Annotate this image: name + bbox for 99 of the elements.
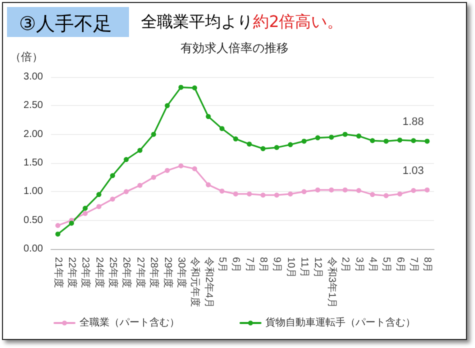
point [246, 142, 252, 147]
point [219, 188, 224, 194]
point [246, 191, 252, 196]
x-tick-label: 22年度 [66, 257, 78, 288]
point [260, 146, 266, 152]
point [137, 148, 142, 153]
x-tick-label: 27年度 [134, 257, 146, 288]
point [328, 134, 334, 140]
point [82, 206, 88, 211]
x-tick-label: 令和元年度 [189, 257, 202, 307]
point [82, 210, 88, 216]
x-tick-label: 7月 [244, 257, 255, 273]
point [328, 187, 334, 192]
x-tick-label: 12月 [312, 257, 324, 278]
point [288, 191, 293, 196]
point [206, 182, 211, 188]
point [384, 193, 389, 198]
point [151, 174, 156, 180]
point [233, 191, 238, 196]
y-tick-label: 2.50 [24, 100, 44, 112]
point [55, 222, 60, 228]
x-tick-label: 令和2年4月 [202, 257, 215, 308]
point [302, 138, 307, 144]
point [410, 138, 416, 144]
x-tick-label: 10月 [284, 257, 296, 278]
point [124, 189, 129, 194]
x-tick-label: 11月 [298, 257, 310, 278]
point [356, 188, 362, 194]
x-tick-label: 6月 [230, 257, 242, 273]
point [178, 84, 184, 90]
point [302, 189, 307, 194]
point [164, 103, 170, 108]
y-tick-label: 0.00 [24, 244, 44, 254]
point [151, 132, 156, 137]
text: ③人手不足 [7, 7, 129, 37]
y-tick-label: 0.50 [24, 214, 44, 226]
point [410, 188, 416, 194]
x-tick-label: 8月 [258, 257, 269, 273]
x-tick-label: 5月 [380, 257, 392, 273]
x-tick-label: 6月 [394, 257, 406, 273]
point [137, 182, 142, 188]
point [124, 157, 129, 162]
point [192, 166, 198, 172]
point [342, 132, 348, 137]
point [370, 192, 375, 198]
point [206, 114, 211, 120]
x-tick-label: 3月 [353, 257, 364, 273]
point [397, 191, 402, 196]
point [192, 85, 198, 90]
point [288, 142, 293, 148]
point [356, 134, 362, 139]
point [315, 187, 320, 192]
point [274, 192, 280, 198]
x-tick-label: 26年度 [120, 257, 133, 288]
point [178, 163, 184, 168]
y-tick-label: 1.50 [24, 158, 44, 168]
point [342, 187, 348, 192]
x-tick-label: 21年度 [52, 257, 64, 288]
point [424, 187, 430, 192]
x-tick-label: 24年度 [93, 257, 106, 288]
x-tick-label: 令和3年1月 [326, 257, 338, 308]
point [274, 145, 280, 150]
x-tick-label: 28年度 [148, 257, 160, 288]
point [110, 173, 116, 178]
point [233, 136, 238, 142]
x-tick-label: 23年度 [80, 257, 92, 288]
y-tick-label: 3.00 [24, 72, 44, 82]
point [315, 135, 320, 140]
x-tick-label: 8月 [422, 257, 433, 273]
chart-title: 有効求人倍率の推移 [180, 41, 288, 55]
data-label: 1.03 [402, 164, 424, 177]
point [260, 192, 266, 198]
point [110, 196, 116, 202]
x-tick-label: 2月 [340, 257, 351, 273]
data-label: 1.88 [402, 116, 424, 128]
point [384, 138, 389, 144]
y-tick-label: 2.00 [24, 128, 44, 140]
x-tick-label: 5月 [216, 257, 228, 273]
text: 全職業平均より [141, 12, 253, 32]
x-tick-label: 9月 [271, 257, 282, 273]
point [164, 168, 170, 173]
point [96, 204, 102, 210]
text: 約2倍高い。 [253, 12, 344, 32]
point [55, 232, 60, 237]
x-tick-label: 30年度 [175, 257, 188, 288]
x-tick-label: 7月 [408, 257, 419, 273]
point [96, 192, 102, 198]
point [424, 138, 430, 144]
legend-label: 貨物自動車運転手（パート含む） [266, 316, 416, 328]
point [219, 126, 224, 132]
point [69, 220, 74, 226]
y-tick-label: 1.00 [24, 186, 44, 198]
x-tick-label: 25年度 [107, 257, 120, 288]
x-tick-label: 4月 [366, 257, 378, 273]
legend-label: 全職業（パート含む） [80, 316, 180, 328]
x-tick-label: 29年度 [162, 257, 174, 288]
y-axis-title: （倍） [10, 50, 43, 64]
point [370, 138, 375, 144]
point [397, 138, 402, 143]
